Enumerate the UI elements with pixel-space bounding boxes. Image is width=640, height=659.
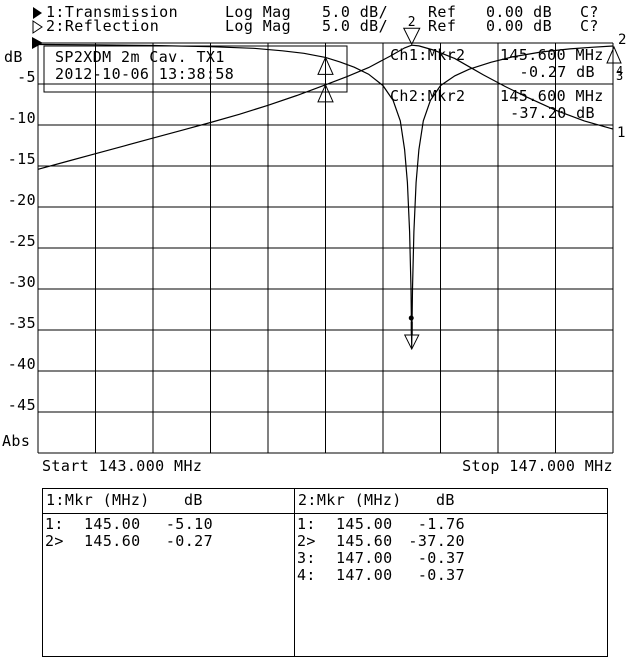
- ch2-marker-readout-label: Ch2:Mkr2: [390, 87, 466, 105]
- y-axis-tick-label: -45: [7, 396, 36, 414]
- channel1-format-label: Log Mag: [225, 3, 292, 21]
- marker-table-row-value: -0.27: [165, 532, 213, 550]
- marker-table-row-number: 3:: [297, 549, 316, 567]
- ch1-marker1-symbol: [317, 83, 334, 103]
- marker-table-section-title: 2:Mkr (MHz): [298, 491, 402, 509]
- x-axis-stop-label: Stop 147.000 MHz: [462, 457, 613, 475]
- marker-table-divider: [294, 489, 295, 656]
- y-axis-tick-label: -40: [7, 355, 36, 373]
- y-axis-tick-label: -20: [7, 191, 36, 209]
- ch1-marker2-symbol: [402, 27, 421, 46]
- channel2-format-label: Log Mag: [225, 17, 292, 35]
- ref-level-indicator-icon: [32, 37, 43, 49]
- marker-table: 1:Mkr (MHz) dB 1: 145.00 -5.10 2> 145.60 -0.27 …: [42, 488, 608, 657]
- marker-table-row-freq: 145.00: [336, 515, 393, 533]
- ch2-marker2-number-dot: [408, 315, 414, 321]
- marker-table-row-freq: 145.00: [84, 515, 141, 533]
- marker-table-row-value: -5.10: [165, 515, 213, 533]
- marker-table-header-separator: [43, 489, 607, 514]
- marker-table-row-number: 2>: [297, 532, 316, 550]
- channel1-scale-label: 5.0 dB/: [322, 3, 389, 21]
- y-axis-tick-label: -25: [7, 232, 36, 250]
- y-axis-mode-label: Abs: [2, 432, 31, 450]
- marker-table-unit-header: dB: [184, 491, 203, 509]
- ch2-marker3-number: 3: [616, 69, 624, 83]
- ch1-marker-readout-label: Ch1:Mkr2: [390, 46, 466, 64]
- x-axis-start-label: Start 143.000 MHz: [42, 457, 203, 475]
- channel1-measurement-label: 1:Transmission: [46, 3, 179, 21]
- marker-table-row-number: 4:: [297, 566, 316, 584]
- marker-table-row-value: -0.37: [417, 549, 465, 567]
- trace2-end-label: 2: [618, 32, 627, 48]
- marker-table-row-freq: 145.60: [84, 532, 141, 550]
- marker-table-unit-header: dB: [436, 491, 455, 509]
- channel2-ref-value: 0.00 dB: [486, 17, 553, 35]
- channel1-active-arrow-icon: [33, 7, 42, 19]
- y-axis-tick-label: -30: [7, 273, 36, 291]
- y-axis-tick-label: -5: [17, 68, 36, 86]
- transmission-trace: [37, 44, 614, 170]
- marker-table-section-ch1: 1:Mkr (MHz) dB 1: 145.00 -5.10 2> 145.60 -0.27: [43, 489, 294, 656]
- ch1-marker-readout-value: -0.27 dB: [519, 63, 595, 81]
- marker-table-row-freq: 147.00: [336, 566, 393, 584]
- trace1-end-label: 1: [617, 125, 626, 141]
- marker-table-row-number: 2>: [45, 532, 64, 550]
- ch2-marker-readout-freq: 145.600 MHz: [500, 87, 604, 105]
- marker-table-section-ch2: 2:Mkr (MHz) dB 1: 145.00 -1.76 2> 145.60 -37.20…: [295, 489, 607, 656]
- marker-table-row-freq: 147.00: [336, 549, 393, 567]
- ch1-marker2-number: 2: [408, 15, 416, 30]
- marker-table-row-number: 1:: [297, 515, 316, 533]
- y-axis-tick-label: -15: [7, 150, 36, 168]
- marker-table-row-number: 1:: [45, 515, 64, 533]
- channel2-scale-label: 5.0 dB/: [322, 17, 389, 35]
- ch1-marker-readout-freq: 145.600 MHz: [500, 46, 604, 64]
- ch2-marker4-number: 4: [616, 64, 624, 78]
- channel2-inactive-arrow-icon: [32, 20, 43, 34]
- trace-timestamp: 2012-10-06 13:38:58: [55, 65, 235, 83]
- channel1-ref-label: Ref: [428, 3, 457, 21]
- y-axis-tick-label: -35: [7, 314, 36, 332]
- y-axis-unit-label: dB: [4, 48, 23, 66]
- ch2-marker1-symbol: [317, 56, 334, 75]
- reflection-trace: [37, 43, 614, 349]
- y-axis-tick-label: -10: [7, 109, 36, 127]
- marker-table-row-value: -0.37: [417, 566, 465, 584]
- channel1-cal-status: C?: [580, 3, 599, 21]
- marker-table-row-value: -1.76: [417, 515, 465, 533]
- channel2-cal-status: C?: [580, 17, 599, 35]
- channel2-measurement-label: 2:Reflection: [46, 17, 160, 35]
- marker-table-row-value: -37.20: [408, 532, 465, 550]
- marker-table-section-title: 1:Mkr (MHz): [46, 491, 150, 509]
- channel1-ref-value: 0.00 dB: [486, 3, 553, 21]
- marker-table-row-freq: 145.60: [336, 532, 393, 550]
- ch2-marker-readout-value: -37.20 dB: [510, 104, 595, 122]
- ch2-marker3-4-symbol: [606, 45, 622, 64]
- channel2-ref-label: Ref: [428, 17, 457, 35]
- trace-title: SP2XDM 2m Cav. TX1: [55, 48, 225, 66]
